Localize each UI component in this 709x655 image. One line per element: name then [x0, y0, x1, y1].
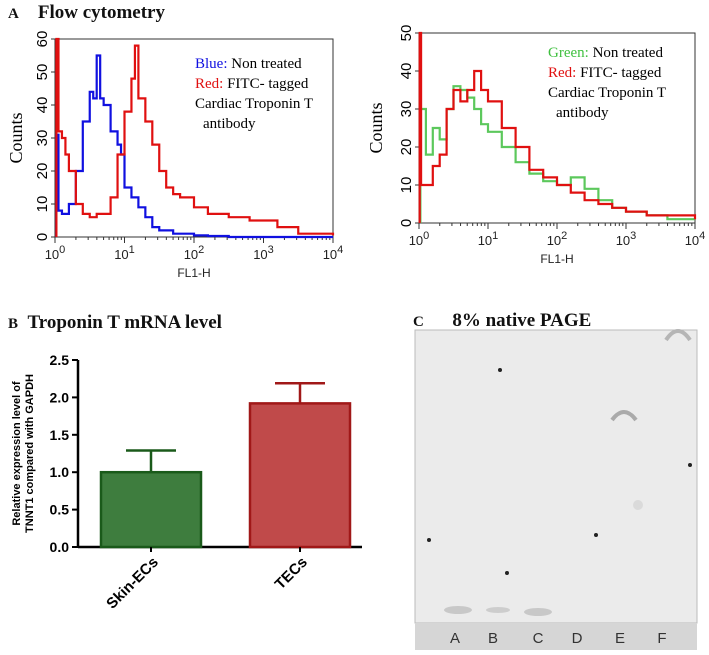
y-tick-label: 20 — [34, 163, 51, 180]
y-tick-label: 60 — [34, 31, 51, 48]
y-tick-label: 20 — [398, 139, 415, 156]
y-tick-label: 50 — [398, 25, 415, 42]
lane-label-a: A — [450, 630, 460, 647]
gel-speck — [427, 538, 431, 542]
lane-label-d: D — [572, 630, 583, 647]
x-tick-label: 101 — [114, 244, 135, 262]
lane-label-f: F — [657, 630, 666, 647]
y-tick-label: 30 — [398, 101, 415, 118]
x-tick-label: 100 — [45, 244, 66, 262]
lane-label-strip — [415, 623, 697, 650]
y-tick-label: 10 — [398, 177, 415, 194]
panel-c-title: 8% native PAGE — [452, 310, 592, 331]
gel-band — [444, 606, 472, 614]
x-axis-label: FL1-H — [177, 266, 210, 280]
histogram-series-1 — [419, 85, 695, 223]
y-tick-label: 30 — [34, 130, 51, 147]
y-axis-label: Counts — [366, 102, 386, 153]
y-tick-label: 0.0 — [50, 539, 70, 555]
x-axis-label: FL1-H — [540, 252, 573, 266]
y-tick-label: 0 — [398, 219, 415, 227]
y-tick-label: 2.0 — [50, 389, 70, 405]
histogram-series-2 — [55, 37, 335, 237]
x-tick-label: 100 — [409, 230, 430, 248]
gel-image: A B C D E F — [414, 329, 698, 650]
y-tick-label: 40 — [398, 63, 415, 80]
panel-b-letter: B — [8, 316, 19, 332]
gel-band — [633, 500, 643, 510]
y-tick-label: 1.5 — [50, 427, 70, 443]
bar-chart: 0.0 0.5 1.0 1.5 2.0 2.5 Relative expression le… — [11, 352, 362, 613]
panel-a-letter: A — [8, 6, 19, 22]
y-tick-label: 2.5 — [50, 352, 70, 368]
y-tick-label: 40 — [34, 97, 51, 114]
y-tick-label: 0 — [34, 233, 51, 241]
histogram-chart-1: 0 10 20 30 40 50 60 100 101 102 103 104 FL1-H Counts B… — [6, 31, 344, 280]
gel-speck — [498, 368, 502, 372]
gel-body — [414, 329, 698, 624]
legend-entry-1: Green: Non treated — [548, 45, 663, 61]
panel-c-letter: C — [413, 314, 424, 330]
y-axis-label-line-1: Relative expression level of — [11, 381, 23, 526]
y-tick-label: 10 — [34, 196, 51, 213]
gel-band — [664, 329, 692, 342]
x-tick-label: 101 — [478, 230, 499, 248]
x-tick-label: Skin-ECs — [103, 554, 162, 613]
lane-label-e: E — [615, 630, 625, 647]
y-axis-label-line-2: TNNT1 compared with GAPDH — [24, 374, 36, 533]
lane-label-c: C — [533, 630, 544, 647]
gel-band — [486, 607, 510, 613]
legend-entry-1: Blue: Non treated — [195, 56, 302, 72]
gel-band — [524, 608, 552, 616]
x-tick-label: 102 — [184, 244, 205, 262]
y-tick-label: 1.0 — [50, 464, 70, 480]
panel-b-title: Troponin T mRNA level — [27, 312, 222, 333]
gel-speck — [505, 571, 509, 575]
x-tick-label: 104 — [685, 230, 706, 248]
histogram-chart-2: 0 10 20 30 40 50 100 101 102 103 104 FL1-H Counts Gre… — [366, 25, 706, 266]
x-tick-label: TECs — [272, 554, 311, 593]
panel-a-title: Flow cytometry — [37, 2, 165, 23]
gel-speck — [594, 533, 598, 537]
x-tick-label: 104 — [323, 244, 344, 262]
x-tick-label: 103 — [616, 230, 637, 248]
x-tick-label: 103 — [253, 244, 274, 262]
plot-frame — [418, 32, 696, 224]
y-tick-label: 50 — [34, 64, 51, 81]
y-axis-label: Counts — [6, 112, 26, 163]
gel-speck — [688, 463, 692, 467]
y-tick-label: 0.5 — [50, 502, 70, 518]
bar-skin-ecs — [99, 470, 203, 549]
bar-tecs — [248, 402, 352, 549]
lane-label-b: B — [488, 630, 498, 647]
histogram-series-2 — [418, 31, 697, 223]
gel-band — [610, 410, 638, 422]
x-tick-label: 102 — [547, 230, 568, 248]
